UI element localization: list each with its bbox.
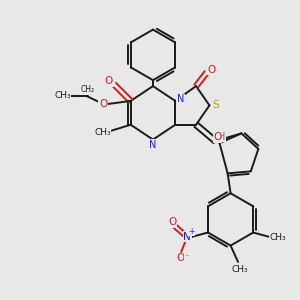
Text: CH₃: CH₃ xyxy=(231,266,248,274)
Text: CH₃: CH₃ xyxy=(94,128,111,137)
Text: N: N xyxy=(149,140,156,150)
Text: N: N xyxy=(183,232,191,242)
Text: O: O xyxy=(213,132,221,142)
Text: CH₂: CH₂ xyxy=(80,85,94,94)
Text: O: O xyxy=(176,254,185,263)
Text: O: O xyxy=(168,217,176,227)
Text: +: + xyxy=(188,227,195,236)
Text: N: N xyxy=(177,94,184,104)
Text: CH₃: CH₃ xyxy=(54,91,70,100)
Text: O: O xyxy=(208,65,216,75)
Text: O: O xyxy=(105,76,113,86)
Text: S: S xyxy=(213,100,219,110)
Text: ⁻: ⁻ xyxy=(184,253,189,262)
Text: O: O xyxy=(99,99,107,109)
Text: H: H xyxy=(218,132,226,142)
Text: CH₃: CH₃ xyxy=(269,233,286,242)
